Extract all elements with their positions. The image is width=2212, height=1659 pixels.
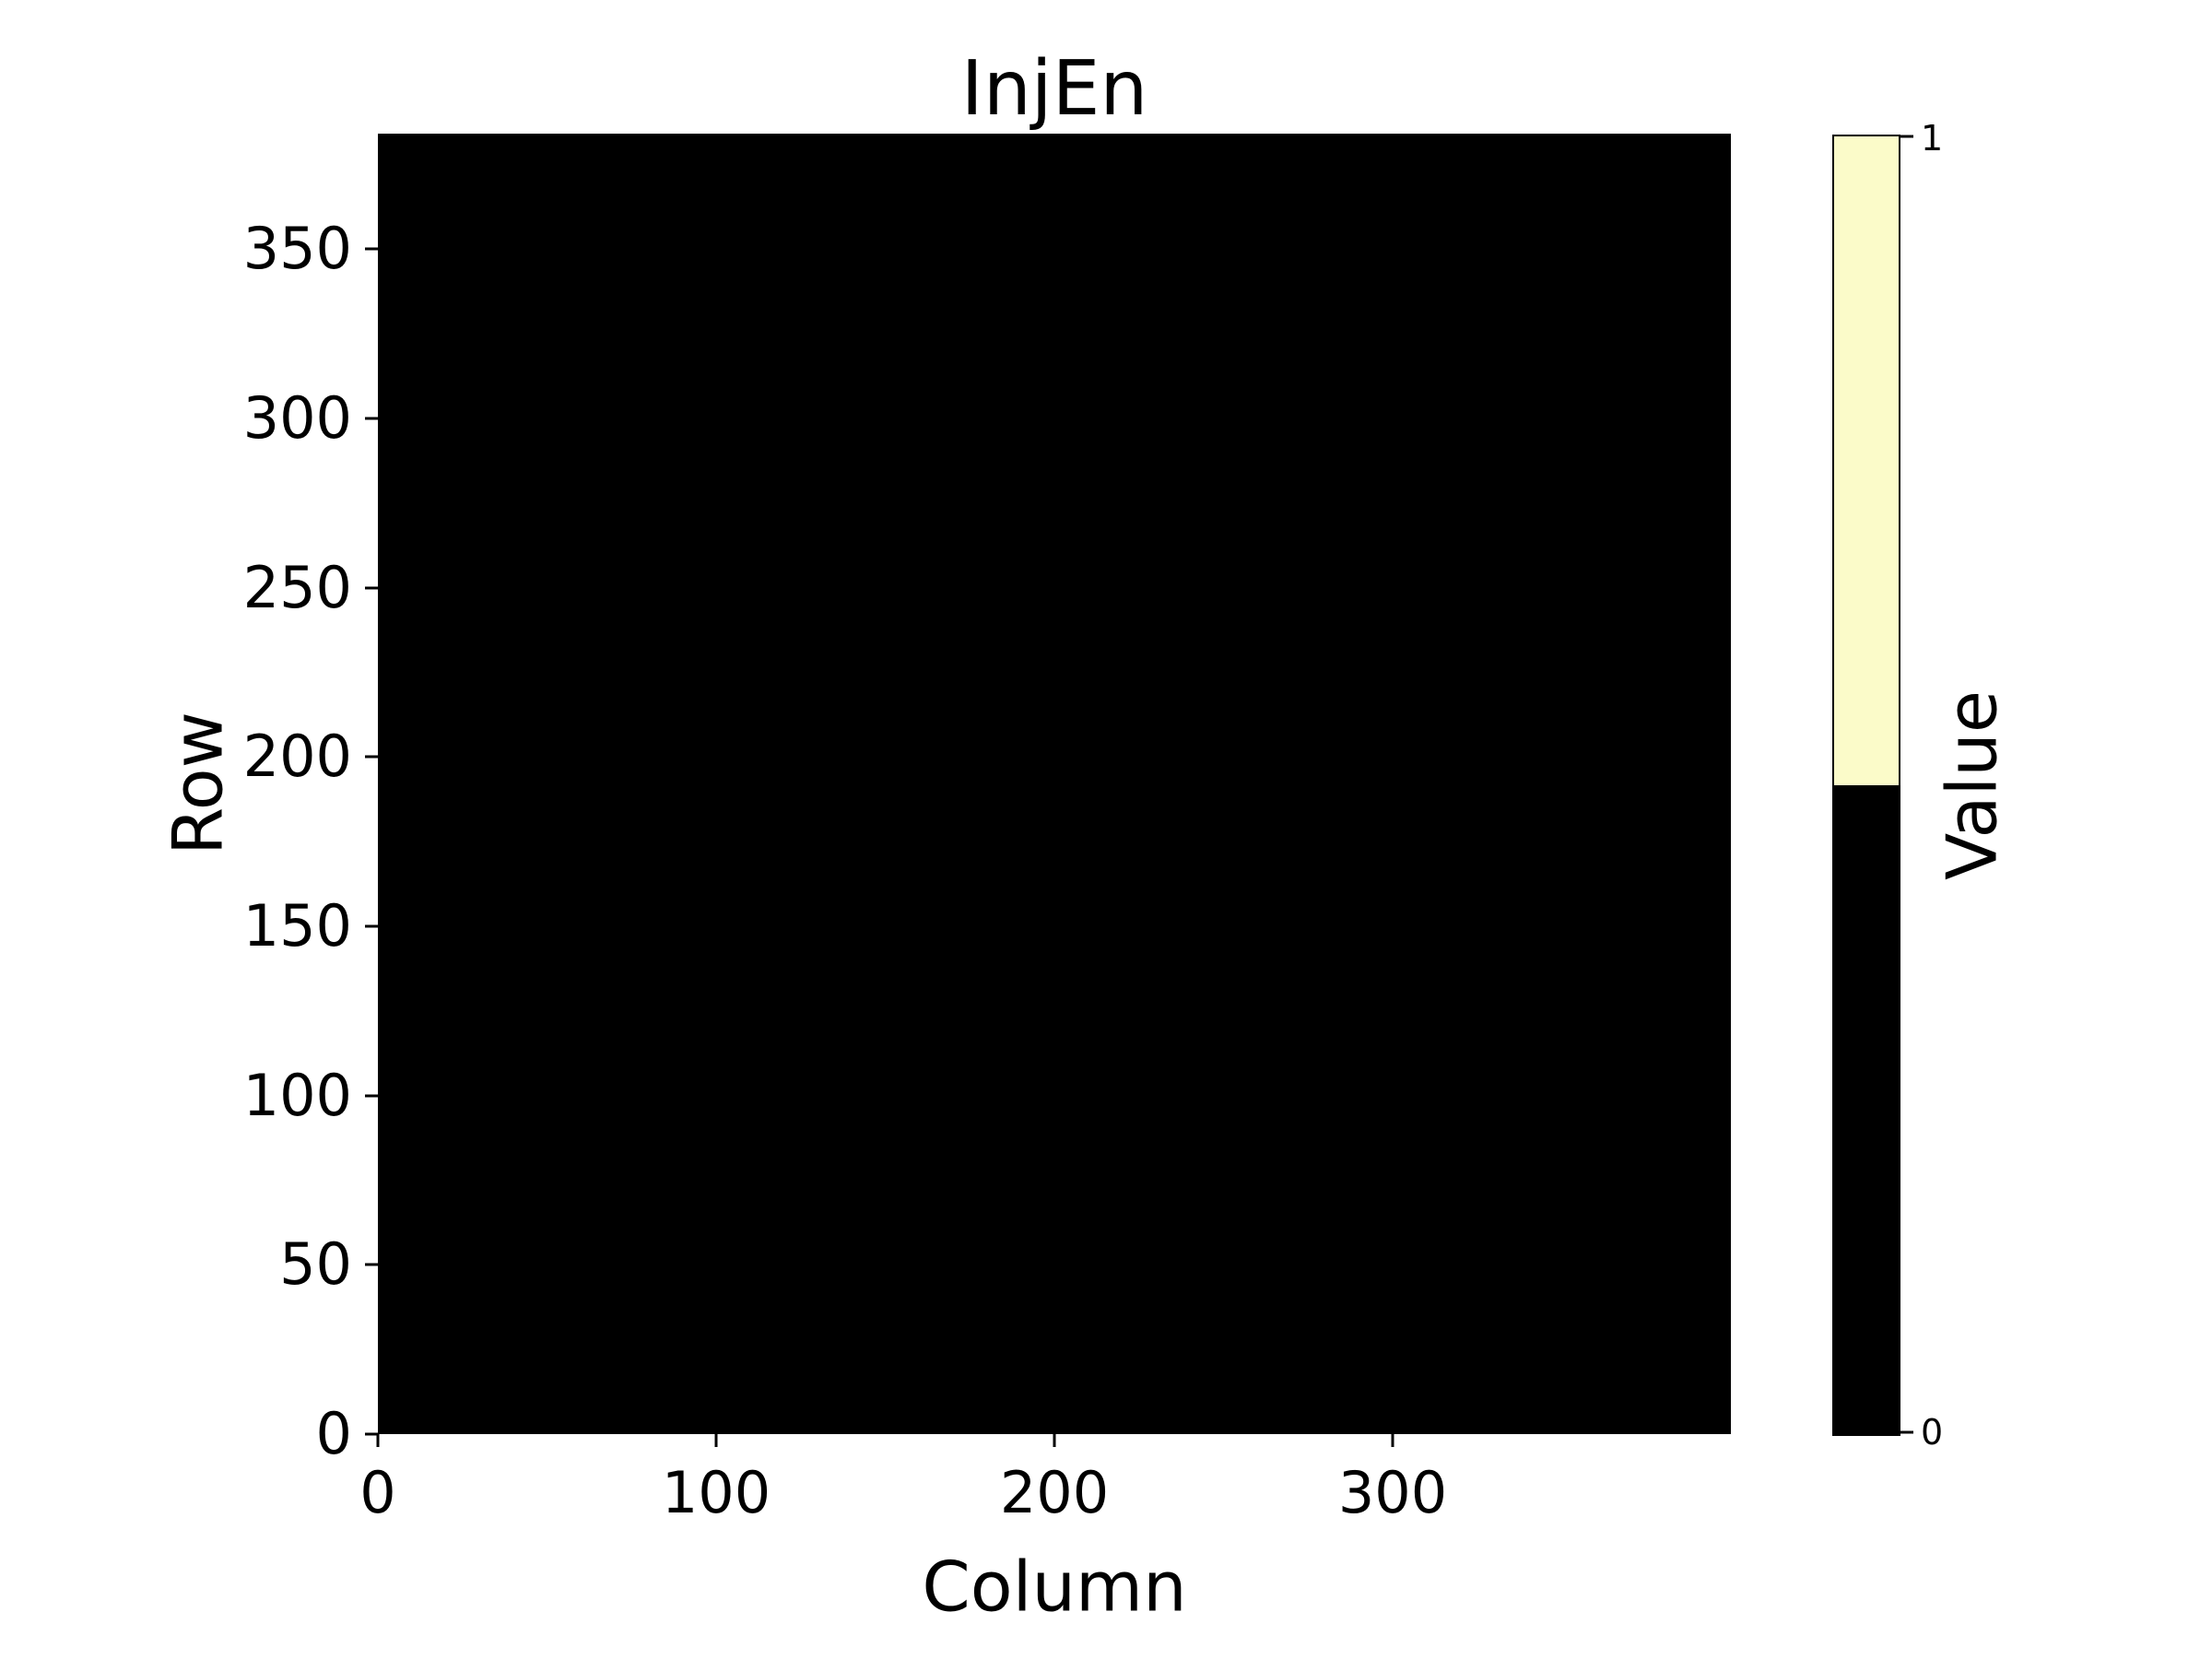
- colorbar-tick-label-top: 1: [1921, 118, 1944, 159]
- y-tick-label: 200: [242, 723, 352, 790]
- y-tick-mark: [365, 1094, 378, 1098]
- colorbar-tick-label-bottom: 0: [1921, 1412, 1944, 1453]
- colorbar-segment-low: [1834, 785, 1899, 1434]
- x-tick-mark: [1053, 1434, 1056, 1447]
- y-tick-mark: [365, 755, 378, 759]
- y-tick-label: 250: [242, 554, 352, 621]
- x-axis-label: Column: [922, 1546, 1187, 1628]
- y-axis-label: Row: [157, 712, 239, 855]
- y-tick-mark: [365, 247, 378, 251]
- x-tick-mark: [714, 1434, 718, 1447]
- x-tick-label: 0: [359, 1459, 396, 1526]
- colorbar-segment-high: [1834, 136, 1899, 785]
- x-tick-mark: [376, 1434, 380, 1447]
- colorbar-label: Value: [1931, 690, 2013, 880]
- y-tick-mark: [365, 586, 378, 590]
- x-tick-mark: [1391, 1434, 1394, 1447]
- x-tick-label: 100: [661, 1459, 771, 1526]
- y-tick-label: 100: [242, 1062, 352, 1129]
- y-tick-mark: [365, 1432, 378, 1436]
- y-tick-mark: [365, 1263, 378, 1266]
- y-tick-mark: [365, 417, 378, 420]
- x-tick-label: 200: [999, 1459, 1110, 1526]
- y-tick-mark: [365, 924, 378, 928]
- colorbar: [1832, 135, 1900, 1436]
- colorbar-tick-mark-bottom: [1900, 1430, 1913, 1434]
- colorbar-tick-mark-top: [1900, 135, 1913, 138]
- chart-title: InjEn: [960, 45, 1148, 133]
- x-tick-label: 300: [1337, 1459, 1448, 1526]
- y-tick-label: 0: [315, 1400, 352, 1467]
- y-tick-label: 350: [242, 215, 352, 282]
- heatmap-image: [378, 134, 1731, 1434]
- y-tick-label: 150: [242, 892, 352, 959]
- y-tick-label: 300: [242, 384, 352, 452]
- y-tick-label: 50: [279, 1230, 352, 1298]
